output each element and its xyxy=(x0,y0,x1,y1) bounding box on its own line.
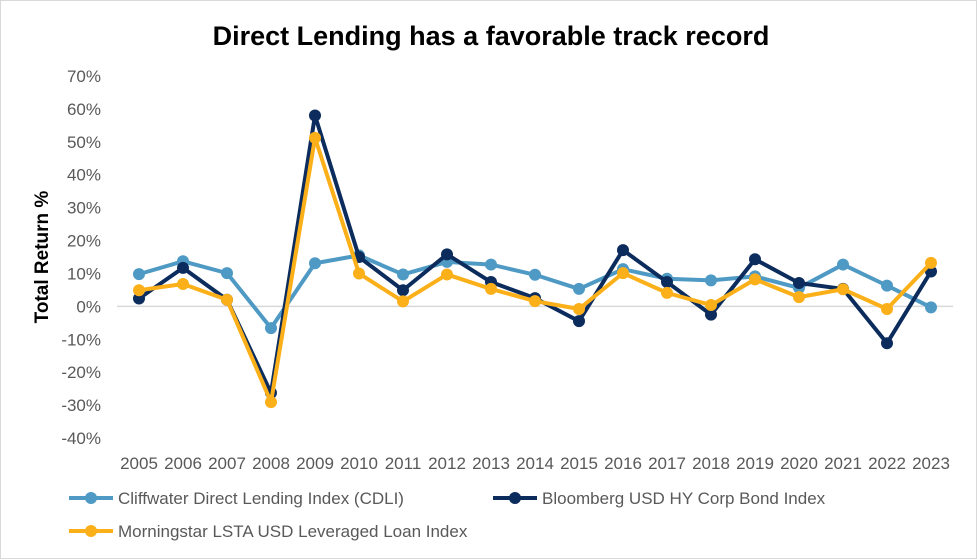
data-point xyxy=(397,268,409,281)
data-point xyxy=(441,248,453,261)
legend-marker xyxy=(85,492,97,504)
legend-label: Bloomberg USD HY Corp Bond Index xyxy=(542,489,826,508)
y-tick-label: 0% xyxy=(76,297,101,316)
data-point xyxy=(529,295,541,308)
legend-marker xyxy=(85,525,97,537)
x-tick-label: 2008 xyxy=(252,454,290,473)
data-point xyxy=(353,267,365,280)
data-point xyxy=(661,286,673,299)
x-tick-label: 2009 xyxy=(296,454,334,473)
data-point xyxy=(749,253,761,266)
legend-marker xyxy=(509,492,521,504)
series-0 xyxy=(133,249,937,335)
data-point xyxy=(925,256,937,269)
data-point xyxy=(485,282,497,295)
legend-item: Morningstar LSTA USD Leveraged Loan Inde… xyxy=(69,522,468,541)
data-point xyxy=(661,276,673,289)
x-tick-label: 2005 xyxy=(120,454,158,473)
data-point xyxy=(705,274,717,287)
y-tick-label: 50% xyxy=(67,133,101,152)
x-tick-label: 2014 xyxy=(516,454,554,473)
x-tick-label: 2013 xyxy=(472,454,510,473)
y-tick-label: 30% xyxy=(67,199,101,218)
data-point xyxy=(573,315,585,328)
x-tick-label: 2020 xyxy=(780,454,818,473)
x-tick-label: 2017 xyxy=(648,454,686,473)
x-tick-label: 2015 xyxy=(560,454,598,473)
data-point xyxy=(881,279,893,292)
data-point xyxy=(133,268,145,281)
data-point xyxy=(265,322,277,335)
y-tick-label: 10% xyxy=(67,264,101,283)
data-point xyxy=(133,292,145,305)
y-tick-label: 20% xyxy=(67,232,101,251)
x-tick-label: 2019 xyxy=(736,454,774,473)
data-point xyxy=(837,283,849,296)
data-point xyxy=(749,273,761,286)
x-tick-label: 2012 xyxy=(428,454,466,473)
y-tick-label: 70% xyxy=(67,67,101,86)
x-tick-label: 2006 xyxy=(164,454,202,473)
data-point xyxy=(309,109,321,122)
data-point xyxy=(573,282,585,295)
data-point xyxy=(837,258,849,271)
data-point xyxy=(309,131,321,144)
data-point xyxy=(793,276,805,289)
data-point xyxy=(573,302,585,315)
data-point xyxy=(397,284,409,297)
data-point xyxy=(793,291,805,304)
data-point xyxy=(309,257,321,270)
x-tick-label: 2016 xyxy=(604,454,642,473)
data-point xyxy=(529,268,541,281)
y-axis-label: Total Return % xyxy=(32,191,53,324)
x-tick-label: 2010 xyxy=(340,454,378,473)
y-tick-label: -40% xyxy=(61,429,101,448)
x-tick-label: 2011 xyxy=(385,454,422,473)
data-point xyxy=(265,396,277,409)
legend-label: Cliffwater Direct Lending Index (CDLI) xyxy=(118,489,404,508)
data-point xyxy=(177,277,189,290)
x-tick-label: 2023 xyxy=(912,454,950,473)
series-2 xyxy=(133,131,937,409)
data-point xyxy=(221,293,233,306)
series-1 xyxy=(133,109,937,399)
y-tick-label: 40% xyxy=(67,166,101,185)
data-point xyxy=(133,284,145,297)
legend-item: Cliffwater Direct Lending Index (CDLI) xyxy=(69,489,404,508)
data-point xyxy=(177,261,189,274)
y-tick-label: -30% xyxy=(61,396,101,415)
x-tick-label: 2018 xyxy=(692,454,730,473)
y-tick-label: -20% xyxy=(61,363,101,382)
data-point xyxy=(617,244,629,257)
data-point xyxy=(705,299,717,312)
data-point xyxy=(485,258,497,271)
data-point xyxy=(221,267,233,280)
x-tick-label: 2022 xyxy=(868,454,906,473)
chart-title: Direct Lending has a favorable track rec… xyxy=(213,21,770,51)
data-point xyxy=(441,268,453,281)
data-point xyxy=(925,301,937,314)
legend-item: Bloomberg USD HY Corp Bond Index xyxy=(493,489,826,508)
legend-label: Morningstar LSTA USD Leveraged Loan Inde… xyxy=(118,522,468,541)
data-point xyxy=(881,337,893,350)
x-tick-label: 2007 xyxy=(208,454,246,473)
data-point xyxy=(617,267,629,280)
data-point xyxy=(705,308,717,321)
y-tick-label: -10% xyxy=(61,330,101,349)
series-line xyxy=(137,113,933,395)
data-point xyxy=(397,295,409,308)
data-point xyxy=(881,302,893,315)
series-line xyxy=(138,253,932,331)
x-tick-label: 2021 xyxy=(824,454,862,473)
y-tick-label: 60% xyxy=(67,100,101,119)
